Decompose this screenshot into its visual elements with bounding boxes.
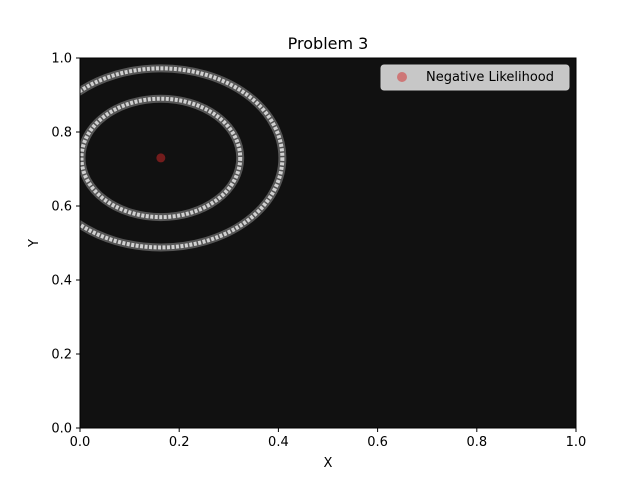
x-tick-label: 0.6 bbox=[367, 435, 388, 450]
legend-box bbox=[380, 64, 570, 91]
y-axis: 0.0 0.2 0.4 0.6 0.8 1.0 bbox=[51, 52, 80, 437]
contour-ring bbox=[80, 96, 243, 220]
y-axis-label: Y bbox=[27, 239, 42, 248]
x-tick-label: 0.8 bbox=[466, 435, 487, 450]
y-tick-label: 0.8 bbox=[51, 126, 72, 141]
contour-ring bbox=[80, 66, 285, 250]
y-tick-label: 0.2 bbox=[51, 348, 72, 363]
legend-marker bbox=[397, 72, 407, 82]
points-layer bbox=[156, 153, 166, 163]
x-tick-label: 0.4 bbox=[268, 435, 289, 450]
legend-label: Negative Likelihood bbox=[426, 70, 554, 85]
plot-area bbox=[80, 58, 576, 428]
x-tick-label: 0.2 bbox=[169, 435, 190, 450]
plot-frame bbox=[79, 57, 577, 429]
x-axis: 0.0 0.2 0.4 0.6 0.8 1.0 bbox=[70, 428, 587, 450]
x-tick-label: 1.0 bbox=[566, 435, 587, 450]
legend: Negative Likelihood bbox=[380, 64, 570, 91]
x-axis-label: X bbox=[324, 456, 333, 471]
contour-layer bbox=[80, 64, 287, 252]
y-tick-label: 0.6 bbox=[51, 200, 72, 215]
y-tick-label: 0.4 bbox=[51, 274, 72, 289]
data-point bbox=[156, 153, 166, 163]
x-tick-label: 0.0 bbox=[70, 435, 91, 450]
y-tick-label: 0.0 bbox=[51, 422, 72, 437]
y-tick-label: 1.0 bbox=[51, 52, 72, 67]
chart-title: Problem 3 bbox=[288, 34, 369, 53]
